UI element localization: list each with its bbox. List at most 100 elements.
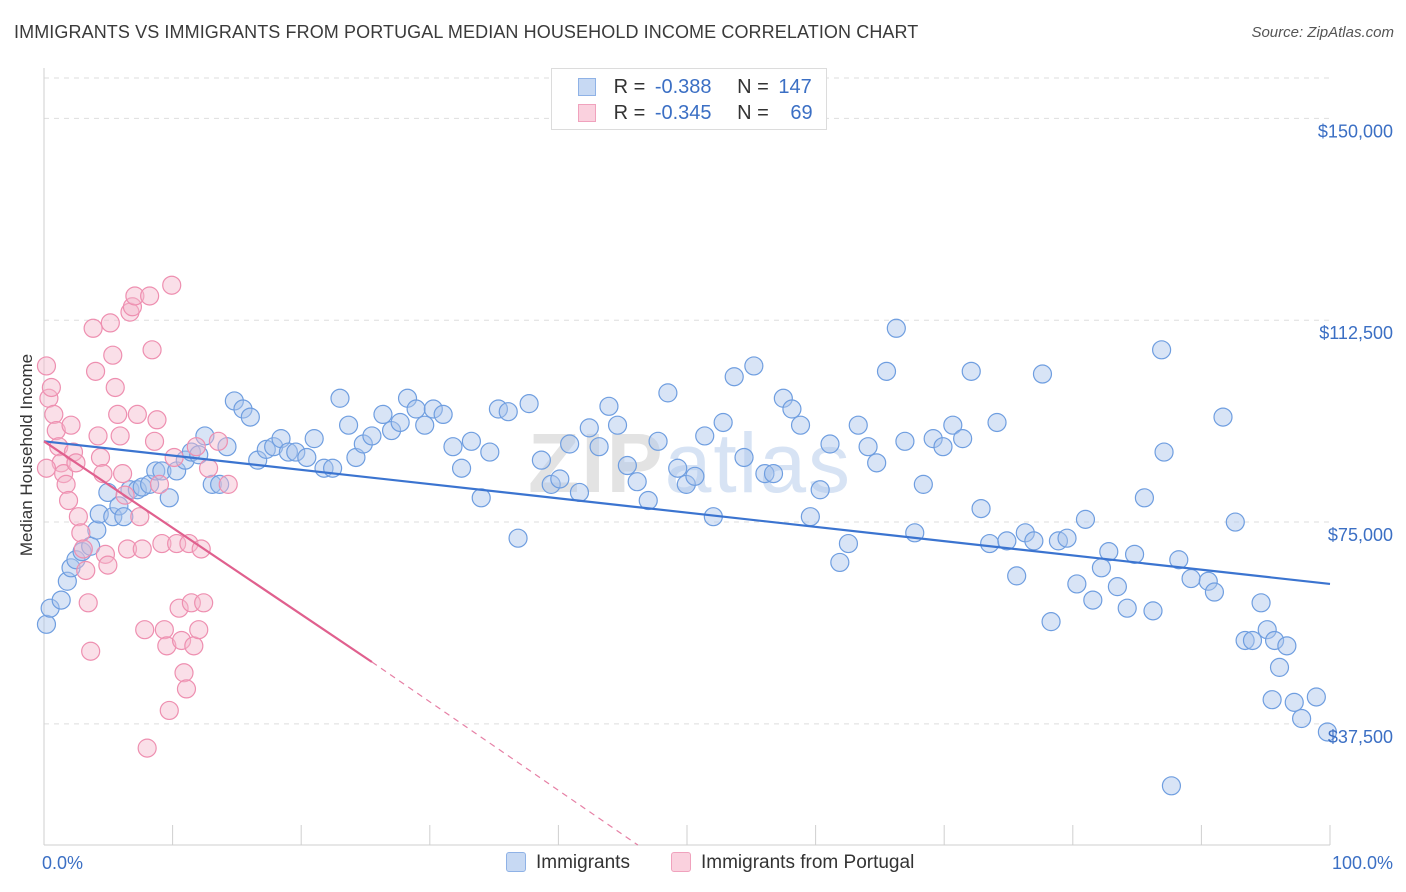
immigrants-point [202, 474, 222, 494]
immigrants-point [451, 458, 472, 478]
immigrants-point [876, 361, 897, 381]
portugal-point [61, 415, 81, 435]
immigrants-point [233, 399, 253, 419]
immigrants-point [1292, 708, 1312, 729]
portugal-point [144, 431, 165, 451]
immigrants-point [607, 415, 628, 435]
immigrants-point [1099, 542, 1119, 562]
legend-item-immigrants: Immigrants [506, 852, 630, 874]
y-tick-label: $75,000 [1328, 525, 1393, 545]
immigrants-point [648, 431, 668, 451]
immigrants-point [744, 356, 764, 376]
portugal-point [46, 420, 66, 441]
immigrants-point [51, 590, 71, 610]
portugal-point [147, 410, 167, 430]
portugal-point [76, 560, 96, 581]
immigrants-point [1235, 630, 1255, 651]
portugal-point [88, 426, 108, 446]
legend-r-label: R = [613, 102, 646, 124]
portugal-point [44, 404, 64, 425]
immigrants-point [373, 404, 393, 425]
immigrants-point [36, 614, 57, 634]
portugal-point [140, 286, 160, 306]
immigrants-point [886, 318, 906, 338]
immigrants-point [685, 466, 705, 486]
legend-swatch-portugal [578, 104, 596, 122]
immigrants-point [338, 415, 359, 435]
immigrants-point [589, 437, 609, 457]
immigrants-point [1269, 657, 1290, 677]
immigrants-point [599, 396, 619, 416]
immigrants-point [531, 450, 551, 470]
immigrants-point [330, 388, 350, 408]
immigrants-point [724, 367, 744, 387]
portugal-point [218, 474, 238, 494]
portugal-point [36, 356, 57, 376]
immigrants-point [1075, 509, 1096, 529]
x-tick-labels: 0.0% 100.0% [42, 853, 1393, 873]
portugal-point [90, 447, 111, 468]
source-credit: Source: ZipAtlas.com [1251, 24, 1394, 41]
immigrants-point [923, 429, 943, 449]
legend-swatch-immigrants [506, 852, 526, 872]
portugal-point [81, 641, 101, 661]
portugal-point [208, 431, 228, 451]
immigrants-point [278, 442, 298, 462]
immigrants-point [1154, 442, 1174, 462]
stats-legend: R = -0.388 N = 147 R = -0.345 N = 69 [551, 68, 827, 130]
portugal-point [132, 539, 152, 559]
immigrants-point [508, 528, 528, 548]
trend-lines [43, 440, 1331, 846]
portugal-point [152, 533, 172, 554]
immigrants-point [971, 498, 991, 519]
immigrants-point [943, 415, 963, 435]
portugal-point [127, 404, 147, 425]
portugal-point [149, 474, 170, 494]
immigrants-point [1213, 407, 1233, 427]
immigrants-point [1257, 620, 1277, 640]
immigrants-point [256, 439, 276, 459]
immigrants-point [1041, 612, 1061, 632]
portugal-point [71, 523, 91, 543]
immigrants-point [1284, 692, 1304, 712]
immigrants-point [1306, 687, 1326, 707]
portugal-points [36, 275, 238, 758]
portugal-point [130, 507, 150, 527]
portugal-point [162, 275, 182, 295]
immigrants-point [800, 507, 820, 527]
immigrants-point [240, 407, 260, 427]
immigrants-point [443, 437, 463, 457]
immigrants-point [782, 399, 802, 419]
portugal-point [36, 458, 57, 478]
immigrants-point [1007, 566, 1027, 586]
portugal-point [125, 286, 145, 306]
immigrants-point [1181, 568, 1201, 589]
immigrants-point [1032, 364, 1053, 384]
immigrants-point [713, 412, 733, 433]
immigrants-point [560, 434, 580, 454]
immigrants-point [159, 488, 179, 508]
legend-r-value: -0.345 [654, 102, 712, 124]
immigrants-point [627, 472, 647, 492]
portugal-point [58, 490, 79, 511]
immigrants-point [1169, 550, 1189, 570]
portugal-point [73, 539, 93, 559]
portugal-trend-extension [371, 661, 639, 846]
immigrants-point [1067, 574, 1087, 594]
immigrants-point [987, 412, 1007, 433]
immigrants-point [933, 437, 953, 457]
immigrants-point [1024, 531, 1044, 551]
legend-swatch-portugal [671, 852, 691, 872]
portugal-point [83, 318, 103, 338]
immigrants-point [433, 404, 453, 425]
immigrants-point [1204, 582, 1225, 602]
y-axis-label: Median Household Income [17, 354, 36, 556]
y-tick-labels: $37,500 $75,000 $112,500 $150,000 [1318, 121, 1393, 747]
immigrants-point [763, 464, 784, 484]
immigrants-point [1198, 571, 1218, 591]
immigrants-point [304, 429, 324, 449]
immigrants-point [390, 412, 410, 433]
immigrants-point [1143, 601, 1163, 621]
immigrants-point [858, 437, 878, 457]
